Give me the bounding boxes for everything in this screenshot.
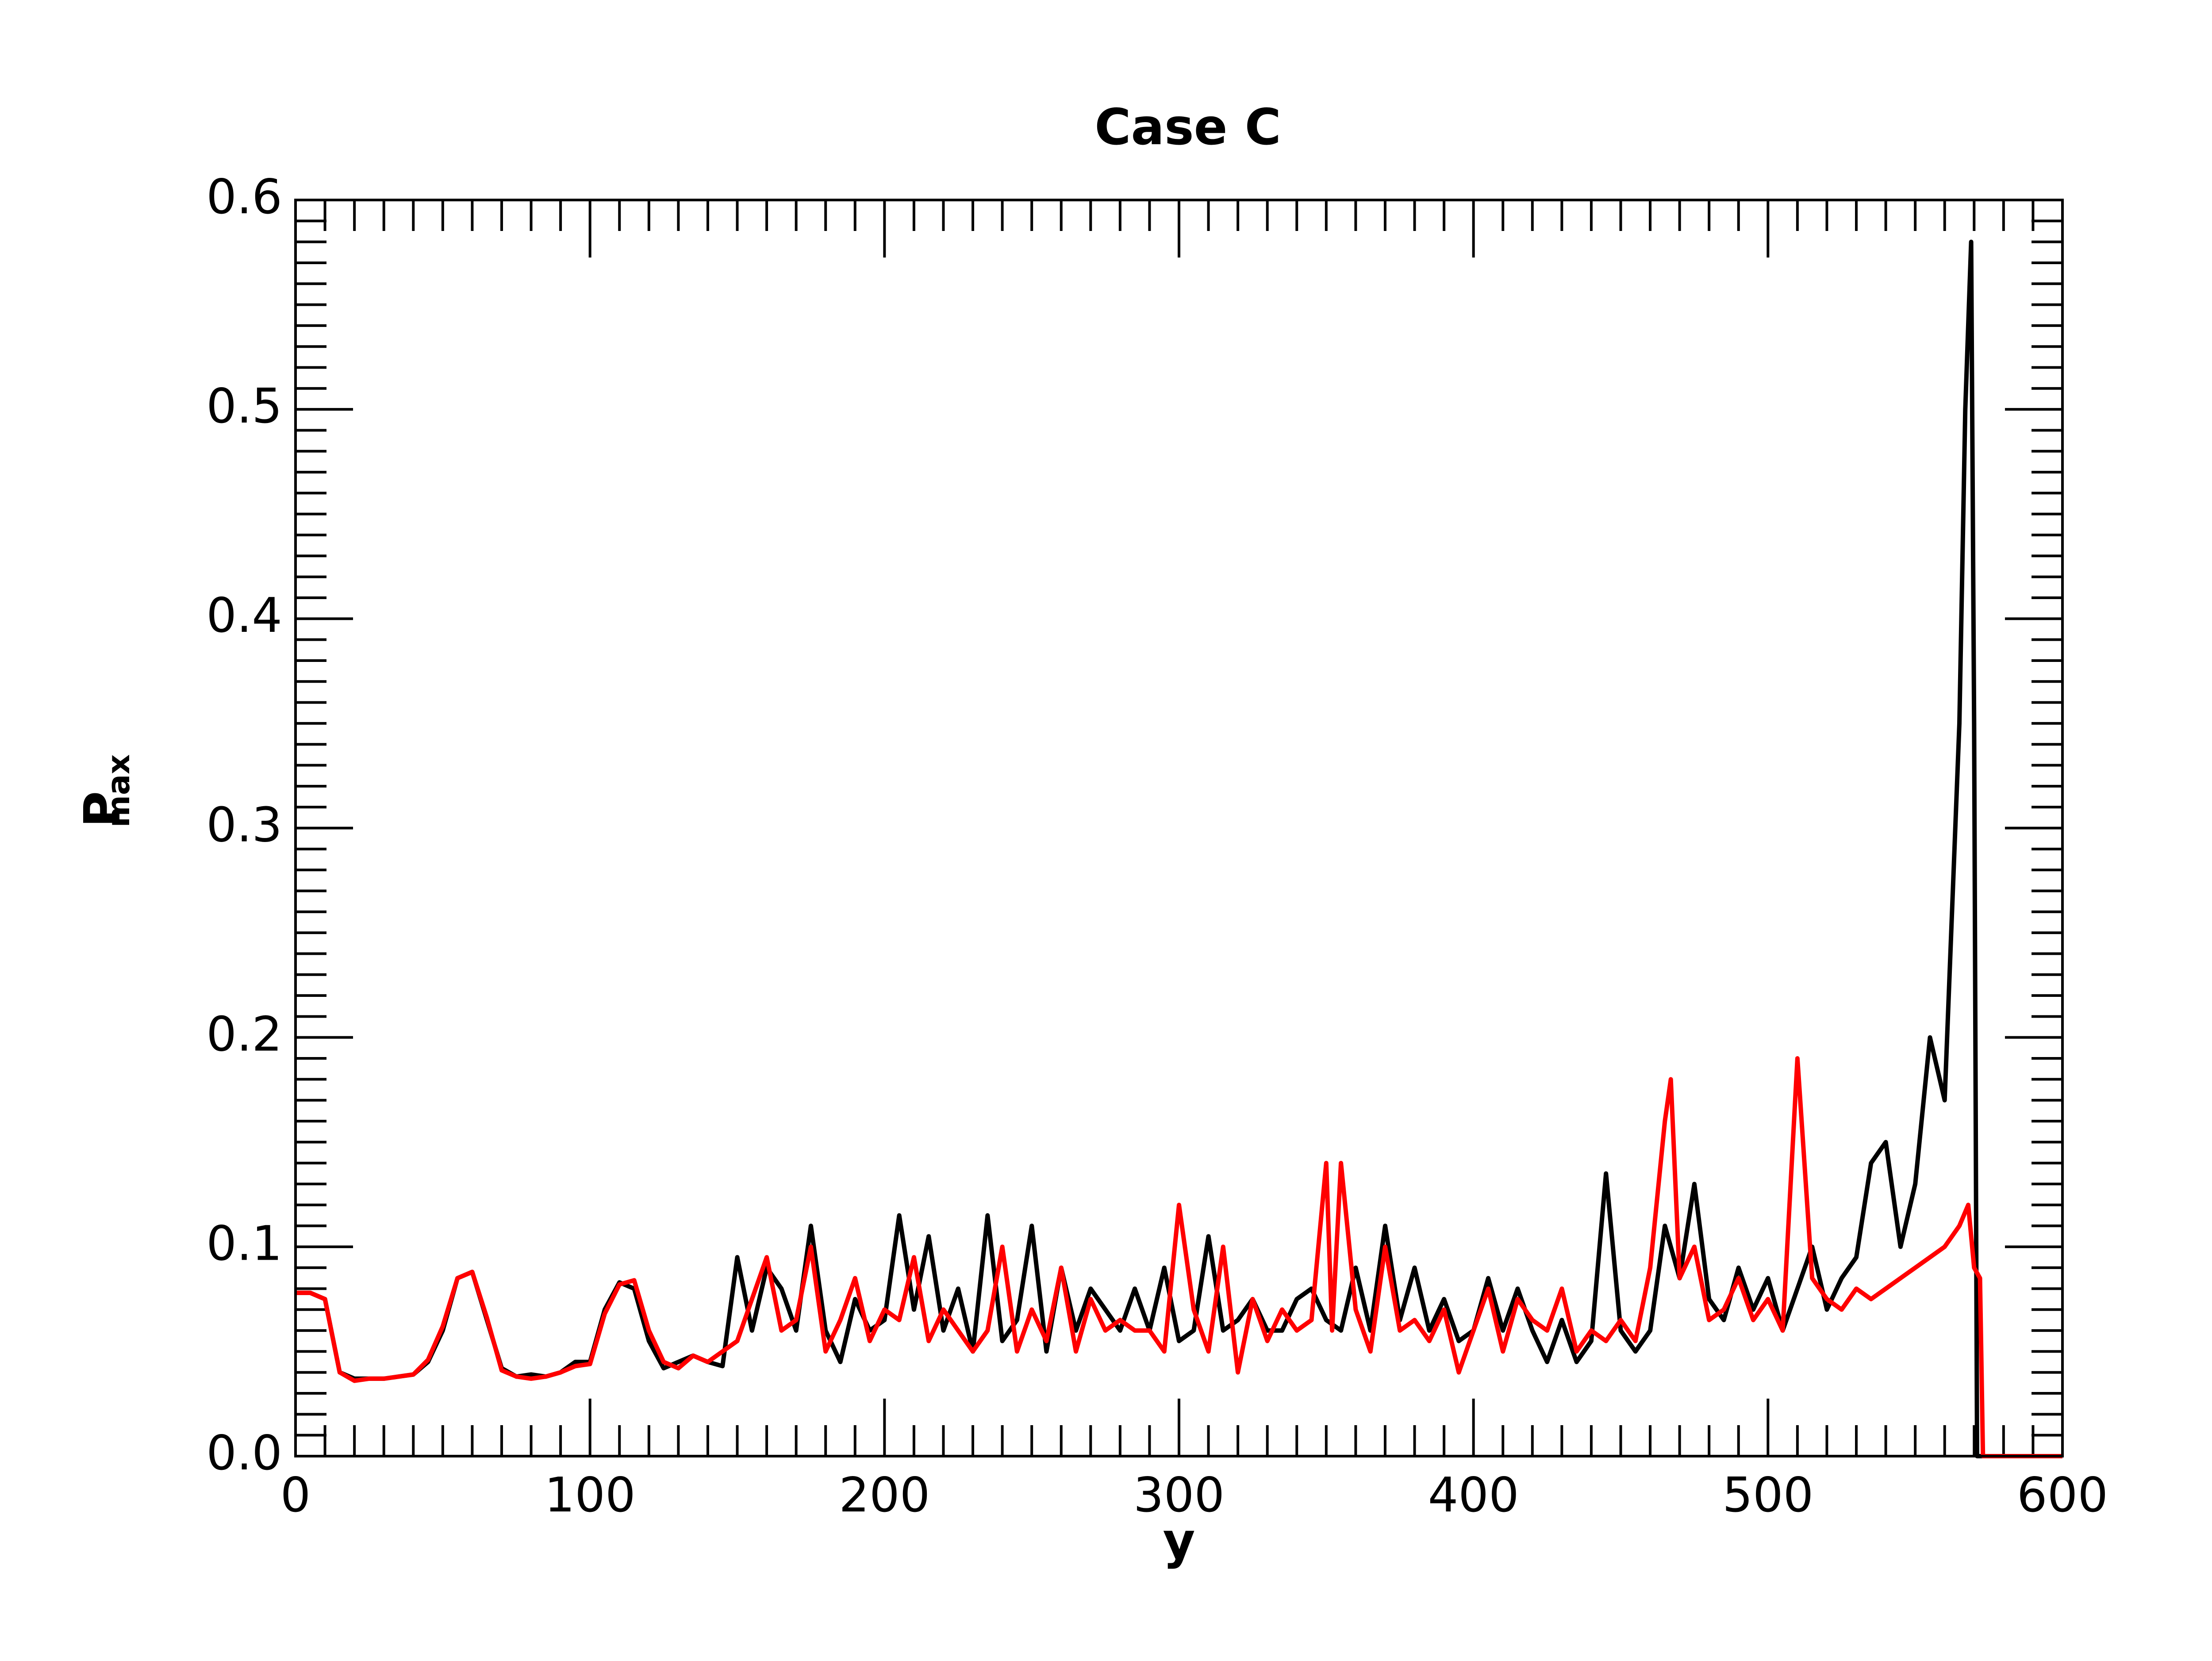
y-tick-label: 0.6 <box>206 169 282 225</box>
y-axis-label-sub: max <box>100 754 137 827</box>
x-tick-label: 100 <box>545 1468 636 1523</box>
y-tick-label: 0.0 <box>206 1426 282 1481</box>
x-tick-label: 200 <box>839 1468 930 1523</box>
plot-frame <box>294 199 2064 1457</box>
y-tick-label: 0.2 <box>206 1007 282 1062</box>
x-tick-label: 300 <box>1133 1468 1225 1523</box>
x-tick-label: 500 <box>1722 1468 1813 1523</box>
x-axis-label: y <box>1163 1512 1195 1570</box>
data-line <box>296 1056 2062 1458</box>
y-tick-label: 0.5 <box>206 379 282 434</box>
chart-title: Case C <box>1094 99 1281 156</box>
y-tick-label: 0.4 <box>206 588 282 643</box>
y-tick-label: 0.1 <box>206 1216 282 1272</box>
y-axis-label-main: P <box>74 791 131 827</box>
x-tick-label: 400 <box>1428 1468 1519 1523</box>
x-tick-label: 0 <box>280 1468 311 1523</box>
data-line <box>296 239 2062 1458</box>
y-tick-label: 0.3 <box>206 797 282 853</box>
x-tick-label: 600 <box>2017 1468 2108 1523</box>
